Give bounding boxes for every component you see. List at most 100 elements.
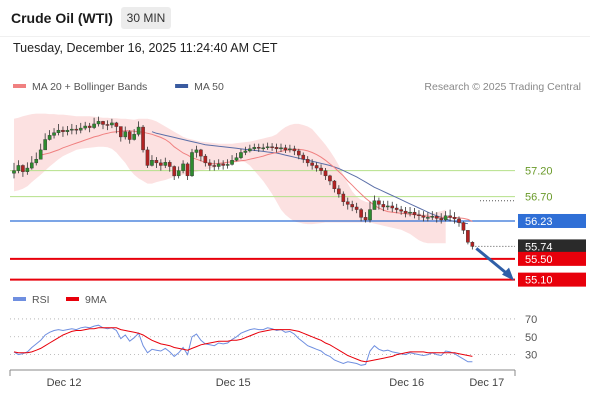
rsi-tick-30: 30 [525,350,537,362]
candle-body [386,205,390,208]
level-box-55.50 [518,251,586,266]
candle-body [466,230,470,243]
candle-body [25,167,30,172]
candle-body [390,205,395,209]
candle-body [159,162,163,166]
candle-body [203,155,208,164]
attribution: Research © 2025 Trading Central [424,81,581,93]
candle-body [430,216,435,218]
candle-body [145,149,150,166]
candle-body [283,147,288,151]
candle-body [434,216,439,219]
candle-body [368,209,372,221]
rsi-tick-70: 70 [525,314,537,326]
candle-body [350,204,355,208]
candle-body [87,125,92,128]
rsi-line [13,324,473,366]
candle-body [341,193,346,202]
x-tick-dec-16: Dec 16 [389,377,424,389]
candle-body [30,162,34,169]
candle-body [216,163,221,167]
candle-body [221,163,225,166]
candle-body [314,165,319,169]
rsi-ma-line [13,327,473,363]
candle-body [248,148,252,152]
chart-header: Crude Oil (WTI) 30 MIN [0,0,590,36]
candle-body [212,165,217,167]
ma50-line [151,131,468,225]
candle-body [105,124,110,126]
candle-body [194,149,199,153]
candle-body [399,209,403,212]
candle-body [426,217,430,219]
candle-body [461,222,466,231]
candle-body [417,214,421,216]
instrument-title: Crude Oil (WTI) [11,10,113,26]
timestamp: Tuesday, December 16, 2025 11:24:40 AM C… [13,41,278,55]
level-label-57.20: 57.20 [525,166,553,178]
candle-body [150,160,154,166]
candle-body [78,127,83,131]
candle-body [288,148,292,151]
candle-body [96,121,101,125]
ma20-line [40,130,473,222]
level-box-55.74 [518,239,586,254]
legend-swatch-0 [13,84,26,88]
candle-body [199,149,203,157]
legend-label-1: MA 50 [194,81,224,93]
candle-body [408,211,412,214]
candle-body [292,148,297,152]
candle-body [230,160,234,165]
level-label-55.74: 55.74 [525,241,553,253]
rsi-legend-swatch-0 [13,297,26,301]
candle-body [92,123,96,128]
rsi-legend-label-1: 9MA [85,294,107,306]
candle-body [127,131,132,140]
bollinger-band [14,113,446,244]
candle-body [345,201,350,205]
candle-body [38,149,43,160]
candle-body [252,147,257,150]
candle-body [34,159,39,164]
level-label-56.70: 56.70 [525,192,553,204]
candle-body [403,210,408,214]
candle-body [16,165,21,171]
candle-body [176,170,181,177]
candle-body [448,215,452,218]
timeframe-button[interactable]: 30 MIN [121,7,171,29]
candle-body [47,135,52,140]
candle-body [332,180,337,190]
candle-body [163,162,168,166]
candle-body [443,215,448,221]
candle-body [297,150,301,156]
candle-body [172,166,177,177]
x-tick-dec-12: Dec 12 [47,377,82,389]
candle-body [328,175,332,182]
candle-body [412,211,417,215]
candle-body [256,147,261,149]
candle-body [12,170,16,174]
candle-body [279,147,283,150]
candle-body [421,215,426,218]
candle-body [185,163,190,177]
candle-body [359,209,363,218]
candle-body [363,217,368,221]
candle-body [56,129,61,133]
header-divider [0,36,590,37]
candle-body [74,128,79,131]
candle-body [65,129,70,132]
candle-body [154,160,159,164]
candle-body [377,200,381,205]
candles [12,116,475,250]
candle-body [261,147,266,150]
candle-body [372,200,377,210]
candle-body [274,147,279,150]
candle-body [381,204,386,208]
candle-body [43,139,47,151]
candle-body [52,132,56,136]
candle-body [136,126,141,135]
candle-body [323,170,328,177]
candle-body [310,162,314,166]
candle-body [439,218,444,221]
